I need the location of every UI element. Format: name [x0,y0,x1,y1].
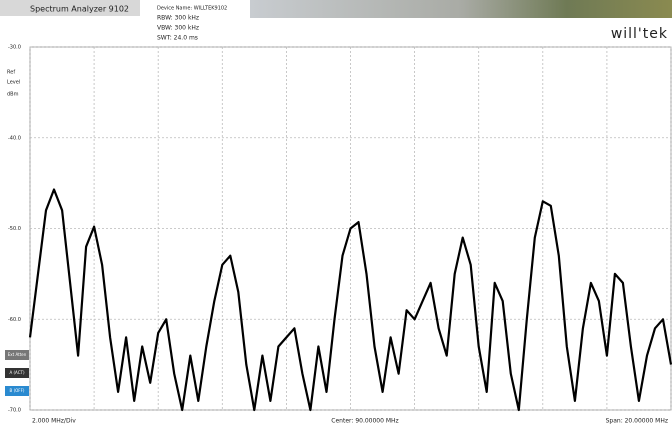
center-label: Center: 90.00000 MHz [331,418,398,425]
y-tick-label: -30.0 [8,45,21,51]
trace [28,188,672,412]
y-tick-label: -60.0 [8,317,21,323]
x-div-label: 2.000 MHz/Div [32,418,76,425]
logo: will'tek [611,26,668,42]
device-name: Device Name: WILLTEK9102 [157,6,227,12]
photo-strip [250,0,672,18]
y-tick-label: -50.0 [8,226,21,232]
header-bar [0,0,140,16]
side-button-label: A (ACT) [9,370,24,375]
span-label: Span: 20.00000 MHz [606,418,668,425]
side-button[interactable] [5,350,29,360]
y-label-line: Level [7,80,20,86]
y-tick-label: -40.0 [8,135,21,141]
header-title: Spectrum Analyzer 9102 [30,5,129,14]
plot: -30.0 -40.0 -50.0 -60.0 -70.0 [8,45,672,414]
side-button[interactable] [5,386,29,396]
swt: SWT: 24.0 ms [157,35,198,42]
side-button-label: Ext Atten [8,352,27,357]
y-label-line: dBm [7,92,19,98]
y-label-line: Ref [7,70,15,76]
rbw: RBW: 300 kHz [157,15,199,22]
side-button-label: B (OFF) [10,388,25,393]
side-button[interactable] [5,368,29,378]
y-tick-label: -70.0 [8,408,21,414]
vbw: VBW: 300 kHz [157,25,199,32]
